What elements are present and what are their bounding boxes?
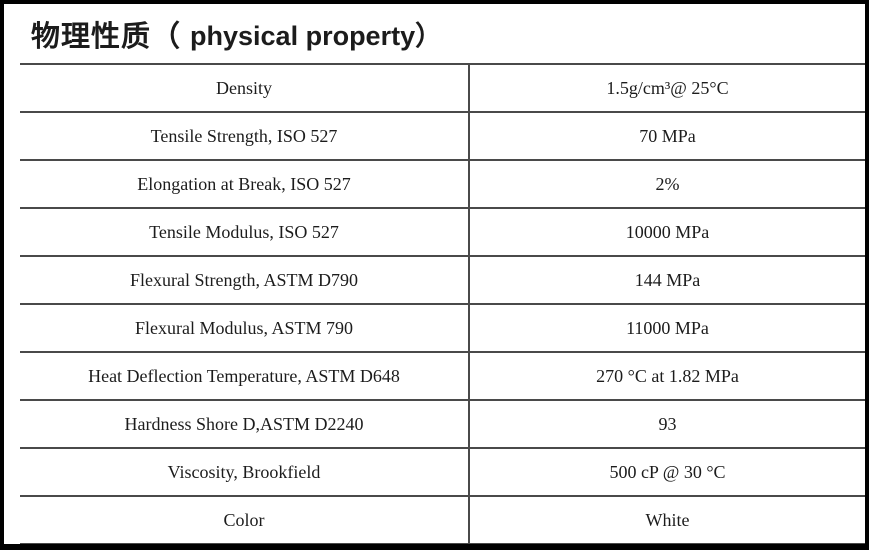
property-value: 1.5g/cm³@ 25°C: [606, 78, 729, 98]
property-value: 11000 MPa: [626, 318, 709, 338]
property-name: Tensile Modulus, ISO 527: [20, 209, 470, 255]
property-value: 2%: [655, 174, 680, 194]
table-row-elongation: Elongation at Break, ISO 527 2%: [20, 159, 865, 207]
property-value: White: [645, 510, 690, 530]
section-title-chinese: 物理性质（: [31, 18, 182, 53]
property-value: 93: [658, 414, 677, 434]
property-value: 10000 MPa: [625, 222, 710, 242]
property-name: Color: [20, 497, 470, 543]
property-value: 500 cP @ 30 °C: [609, 462, 726, 482]
section-title-english: physical property）: [190, 21, 443, 51]
table-row-heat-deflection: Heat Deflection Temperature, ASTM D648 2…: [20, 351, 865, 399]
table-row-tensile-modulus: Tensile Modulus, ISO 527 10000 MPa: [20, 207, 865, 255]
table-row-hardness: Hardness Shore D,ASTM D2240 93: [20, 399, 865, 447]
property-value: 270 °C at 1.82 MPa: [596, 366, 739, 386]
property-name: Hardness Shore D,ASTM D2240: [20, 401, 470, 447]
property-name: Flexural Modulus, ASTM 790: [20, 305, 470, 351]
physical-property-table: Density 1.5g/cm³@ 25°C Tensile Strength,…: [20, 63, 865, 544]
table-row-density: Density 1.5g/cm³@ 25°C: [20, 63, 865, 111]
property-name: Tensile Strength, ISO 527: [20, 113, 470, 159]
table-row-viscosity: Viscosity, Brookfield 500 cP @ 30 °C: [20, 447, 865, 495]
property-name: Flexural Strength, ASTM D790: [20, 257, 470, 303]
table-row-flexural-strength: Flexural Strength, ASTM D790 144 MPa: [20, 255, 865, 303]
property-name: Heat Deflection Temperature, ASTM D648: [20, 353, 470, 399]
property-name: Elongation at Break, ISO 527: [20, 161, 470, 207]
table-row-tensile-strength: Tensile Strength, ISO 527 70 MPa: [20, 111, 865, 159]
table-row-color: Color White: [20, 495, 865, 543]
section-title: 物理性质（ physical property）: [4, 4, 865, 63]
property-value: 144 MPa: [634, 270, 701, 290]
property-name: Density: [20, 65, 470, 111]
property-name: Viscosity, Brookfield: [20, 449, 470, 495]
table-row-flexural-modulus: Flexural Modulus, ASTM 790 11000 MPa: [20, 303, 865, 351]
property-value: 70 MPa: [639, 126, 696, 146]
